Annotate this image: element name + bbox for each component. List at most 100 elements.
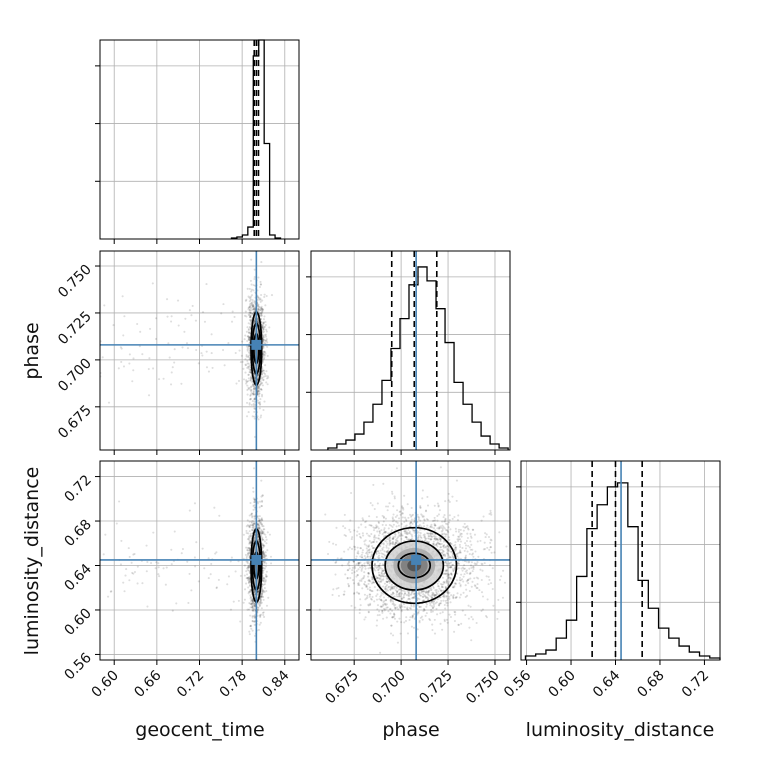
sample-point xyxy=(374,526,378,529)
sample-point xyxy=(382,520,385,523)
sample-point xyxy=(459,545,462,549)
sample-point xyxy=(416,592,419,595)
sample-point xyxy=(250,529,253,532)
sample-point xyxy=(260,414,263,417)
sample-point xyxy=(402,596,405,599)
sample-point xyxy=(257,520,260,523)
sample-point xyxy=(257,374,260,377)
sample-point xyxy=(244,310,247,313)
sample-point xyxy=(265,604,269,607)
sample-point xyxy=(262,351,265,354)
x-tick-label: 0.84 xyxy=(259,667,292,700)
sample-point xyxy=(391,543,394,546)
sample-point xyxy=(429,589,432,592)
sample-point xyxy=(396,509,399,512)
sample-point xyxy=(462,529,465,532)
sample-point xyxy=(252,508,255,511)
sample-point xyxy=(420,513,423,516)
sample-point xyxy=(446,599,449,602)
y-tick-label: 0.56 xyxy=(61,650,94,683)
sample-point xyxy=(480,519,483,522)
sample-point xyxy=(355,534,358,537)
sample-point xyxy=(263,580,266,583)
y-tick-label: 0.675 xyxy=(55,402,95,442)
sample-point xyxy=(252,523,255,526)
sample-point xyxy=(455,479,459,482)
sample-point xyxy=(439,596,442,599)
sample-point xyxy=(245,355,248,358)
sample-point xyxy=(262,345,265,349)
sample-point xyxy=(249,534,252,537)
panel-border xyxy=(520,460,721,661)
sample-point xyxy=(257,523,260,526)
x-tick-label: 0.68 xyxy=(634,668,667,701)
sample-point xyxy=(371,581,374,584)
sample-point xyxy=(253,604,256,607)
sample-point xyxy=(250,390,253,393)
sample-point xyxy=(384,602,387,605)
sample-point xyxy=(358,562,361,565)
sample-point xyxy=(250,602,253,605)
sample-point xyxy=(260,593,263,596)
sample-point xyxy=(253,615,256,618)
sample-point xyxy=(263,339,267,342)
sample-point xyxy=(258,515,261,518)
sample-point xyxy=(253,592,256,595)
sample-point xyxy=(468,567,471,570)
sample-point xyxy=(449,615,453,619)
sample-point xyxy=(259,308,262,312)
sample-point xyxy=(257,388,261,391)
sample-point xyxy=(346,576,349,580)
sample-point xyxy=(395,467,398,470)
sample-point xyxy=(396,641,399,644)
sample-point xyxy=(259,312,262,315)
sample-point xyxy=(366,560,369,563)
sample-point xyxy=(250,288,253,291)
sample-point xyxy=(260,312,263,315)
sample-point xyxy=(393,617,397,620)
sample-point xyxy=(259,283,262,286)
sample-point xyxy=(385,546,388,549)
sample-point xyxy=(245,557,248,560)
sample-point xyxy=(448,580,451,583)
sample-point xyxy=(462,525,465,528)
sample-point xyxy=(502,569,505,572)
sample-point xyxy=(424,537,427,540)
sample-point xyxy=(363,580,367,583)
sample-point xyxy=(109,590,112,593)
sample-point xyxy=(262,569,265,572)
sample-point xyxy=(253,620,256,623)
sample-point xyxy=(362,534,365,537)
sample-point xyxy=(247,335,250,338)
sample-point xyxy=(386,542,389,545)
sample-point xyxy=(385,603,388,606)
sample-point xyxy=(247,365,250,368)
sample-point xyxy=(252,305,255,308)
sample-point xyxy=(457,538,460,541)
sample-point xyxy=(251,306,254,309)
sample-point xyxy=(421,497,424,500)
sample-point xyxy=(259,596,262,599)
sample-point xyxy=(434,529,437,532)
histogram-step-line xyxy=(327,266,509,450)
sample-point xyxy=(393,519,396,522)
sample-point xyxy=(261,525,264,528)
sample-point xyxy=(390,529,393,532)
sample-point xyxy=(261,532,264,535)
sample-point xyxy=(429,538,432,541)
sample-point xyxy=(122,581,125,584)
sample-point xyxy=(446,552,450,555)
sample-point xyxy=(260,495,263,498)
sample-point xyxy=(386,538,389,541)
sample-point xyxy=(249,298,252,301)
sample-point xyxy=(378,564,381,567)
sample-point xyxy=(344,534,348,538)
sample-point xyxy=(476,561,479,564)
sample-point xyxy=(244,334,247,337)
sample-point xyxy=(258,527,261,530)
sample-point xyxy=(230,556,233,559)
sample-point xyxy=(385,584,389,587)
sample-point xyxy=(373,600,376,603)
sample-point xyxy=(251,616,254,619)
sample-point xyxy=(260,528,263,531)
